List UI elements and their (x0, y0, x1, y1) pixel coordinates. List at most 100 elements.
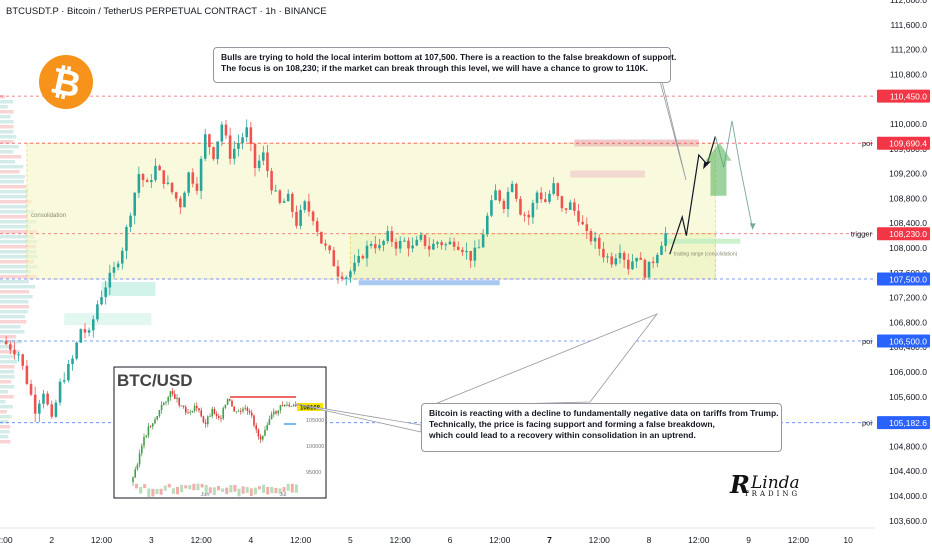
callout-bottom-line-3: which could lead to a recovery within co… (429, 430, 696, 440)
profile-bar (0, 400, 6, 404)
projection-arrowhead (749, 223, 756, 230)
inset-candle-body (229, 399, 231, 401)
inset-volume-bar (167, 483, 171, 488)
x-tick-label: 7 (547, 535, 552, 545)
inset-volume-bar (196, 483, 200, 491)
y-tick-label: 111,200.0 (890, 45, 927, 55)
price-label-bg (877, 416, 930, 430)
inset-candle-body (240, 410, 242, 412)
profile-bar (0, 325, 21, 329)
inset-candle-body (268, 419, 271, 425)
x-tick-label: 12:00 (91, 535, 113, 545)
candle-body (427, 245, 431, 250)
inset-volume-bar (212, 487, 216, 496)
profile-bar (0, 285, 36, 289)
profile-bar (0, 365, 15, 369)
candle-body (170, 182, 174, 193)
profile-bar (0, 180, 24, 184)
inset-volume-bar (159, 488, 163, 495)
inset-candle-body (198, 408, 200, 411)
inset-volume-bar (237, 488, 241, 497)
y-tick-label: 107,200.0 (889, 293, 927, 303)
time-axis[interactable]: 12:00 2 12:00 3 12:00 4 12:00 5 12:00 6 12:00 7 12:0… (0, 527, 875, 545)
profile-bar (0, 420, 9, 424)
candle-body (560, 196, 564, 209)
profile-bar (0, 185, 27, 189)
candle-body (490, 200, 493, 216)
profile-bar (0, 140, 14, 144)
price-level-label: 110,450.0 (890, 92, 927, 102)
inset-candle-body (270, 414, 273, 420)
price-label-bg (877, 334, 930, 348)
inset-candle-body (266, 424, 268, 430)
candle-body (423, 234, 427, 246)
candle-body (469, 250, 472, 261)
inset-candle-body (288, 404, 290, 407)
price-level-label: 108,230.0 (889, 229, 927, 239)
inset-candle-body (226, 399, 229, 405)
callout-bottom-line-2: Technically, the price is facing support… (429, 419, 715, 429)
candle-body (54, 402, 58, 417)
price-level-label: 106,500.0 (889, 337, 927, 347)
inset-candle-body (262, 435, 264, 440)
candle-body (191, 172, 195, 184)
inset-candle-body (143, 437, 145, 446)
candle-body (50, 404, 54, 417)
x-tick-label: 12:00 (688, 535, 710, 545)
candle-body (216, 141, 219, 160)
candle-body (631, 261, 634, 270)
candle-body (62, 380, 66, 382)
inset-candle-body (147, 426, 150, 436)
y-tick-label: 105,600.0 (889, 392, 927, 402)
candle-body (174, 192, 178, 199)
inset-candle-body (251, 412, 253, 416)
candle-body (581, 221, 584, 225)
profile-bar (0, 270, 32, 274)
profile-bar (0, 300, 29, 304)
candle-body (112, 267, 116, 273)
x-tick-label: 12:00 (390, 535, 412, 545)
inset-candle-body (248, 410, 251, 413)
candle-body (432, 243, 435, 250)
inset-candle-body (165, 401, 167, 403)
candle-body (481, 234, 485, 248)
y-tick-label: 108,000.0 (889, 243, 927, 253)
profile-bar (0, 260, 35, 264)
logo-mark-icon: R (730, 470, 750, 499)
candle-body (461, 249, 464, 253)
x-tick-label: 6 (448, 535, 453, 545)
candle-body (187, 172, 190, 193)
inset-volume-bar (270, 486, 274, 494)
candle-body (278, 190, 282, 203)
candle-body (253, 143, 257, 168)
inset-volume-bar (245, 486, 249, 493)
x-tick-label: 9 (746, 535, 751, 545)
volume-profile (0, 95, 38, 444)
inset-candle-body (193, 405, 196, 411)
inset-candle-body (152, 423, 154, 427)
demand-block (101, 282, 156, 297)
inset-volume-bar (217, 485, 220, 491)
candle-body (606, 256, 609, 258)
candle-body (162, 170, 166, 184)
level-tag-poi: poi (862, 419, 872, 428)
candle-body (510, 183, 514, 192)
candle-body (257, 160, 261, 168)
price-axis[interactable]: 103,600.0 104,000.0 104,400.0 104,800.0 105,… (877, 0, 930, 526)
candle-body (411, 245, 414, 249)
candle-body (602, 248, 605, 258)
inset-candle-body (286, 404, 288, 406)
inset-volume-bar (225, 487, 229, 495)
profile-bar (0, 115, 11, 119)
inset-volume-bar (274, 487, 278, 494)
candle-body (199, 158, 203, 191)
zones: consolidation trading range (consolidatio… (26, 139, 741, 326)
inset-candle-body (138, 453, 141, 465)
x-tick-label: 12:00 (589, 535, 611, 545)
price-level-label: 105,182.6 (889, 418, 927, 428)
inset-candle-body (191, 410, 194, 412)
candle-body (83, 329, 87, 333)
profile-bar (0, 125, 14, 129)
candle-body (320, 231, 323, 244)
